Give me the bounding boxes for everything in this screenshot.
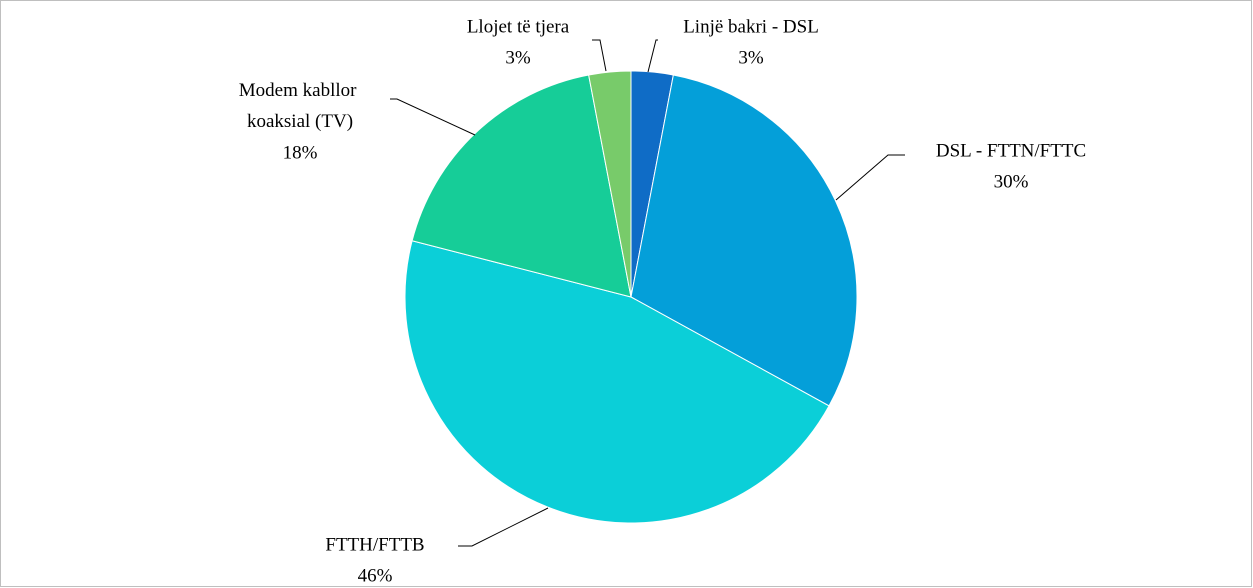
slice-label: Llojet të tjera xyxy=(467,16,570,37)
slice-label: DSL - FTTN/FTTC xyxy=(936,140,1086,161)
value-label: 30% xyxy=(994,171,1029,192)
pie-slice xyxy=(588,70,632,298)
label-line: Modem kabllor xyxy=(239,80,361,101)
leader-line xyxy=(458,507,549,547)
leader-line xyxy=(835,154,905,201)
pie-slice xyxy=(411,74,632,298)
value-label: 18% xyxy=(283,142,318,163)
slice-label: Modem kabllor koaksial (TV) xyxy=(239,80,361,132)
leader-line xyxy=(647,39,658,73)
slice-label: Linjë bakri - DSL xyxy=(683,16,819,37)
slice-label: FTTH/FTTB xyxy=(325,534,424,555)
label-line: koaksial (TV) xyxy=(247,111,353,132)
value-label: 3% xyxy=(738,47,764,68)
value-label: 46% xyxy=(358,565,393,586)
value-label: 3% xyxy=(505,47,531,68)
pie-slice xyxy=(404,240,830,524)
pie-slice xyxy=(630,74,858,407)
leader-line xyxy=(592,39,607,72)
leader-line xyxy=(390,98,476,136)
